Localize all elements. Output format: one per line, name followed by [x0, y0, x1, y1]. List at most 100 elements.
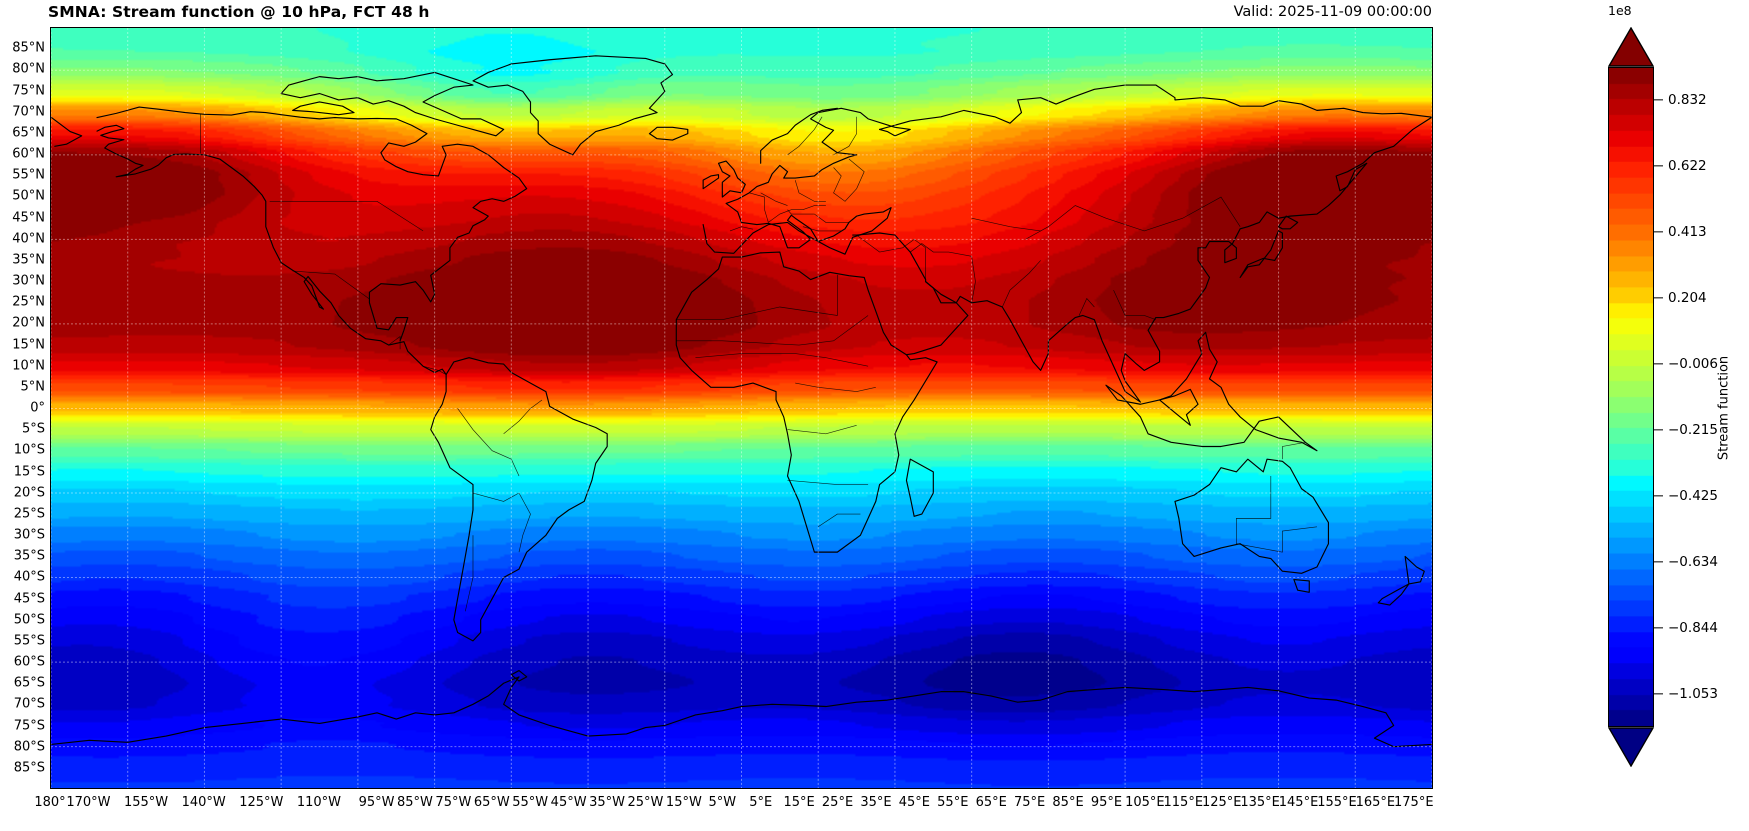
latitude-tick-label: 20°S: [13, 485, 45, 501]
latitude-tick-label: 25°N: [12, 294, 45, 310]
colorbar-tick-mark: [1654, 99, 1663, 101]
latitude-tick-label: 15°N: [12, 337, 45, 352]
colorbar-canvas: [1609, 68, 1653, 726]
field-canvas: [51, 28, 1432, 788]
longitude-tick-label: 125°E: [1201, 795, 1242, 810]
latitude-tick-label: 30°N: [12, 273, 45, 289]
latitude-tick-label: 65°N: [12, 125, 45, 141]
longitude-tick-label: 85°W: [397, 795, 433, 810]
stream-function-field: [51, 28, 1432, 788]
latitude-tick-label: 85°S: [13, 760, 45, 776]
latitude-tick-label: 35°N: [12, 252, 45, 268]
longitude-axis: 180° 170°W 155°W 140°W 125°W 110°W 95°W 85°W 75°…: [34, 793, 1434, 823]
latitude-tick-label: 60°N: [12, 146, 45, 162]
colorbar-tick-label: −0.006: [1668, 355, 1718, 372]
latitude-tick-label: 45°N: [12, 210, 45, 225]
latitude-tick-label: 55°N: [12, 167, 45, 183]
colorbar-ticks: 0.832 0.622 0.413 0.204 −0.006 −0.215 −0.425 −0…: [1654, 67, 1748, 727]
colorbar[interactable]: 1e8 0.832 0.622 0.413 0.204 −0.006 −0.215 −0.4…: [1608, 3, 1748, 789]
longitude-tick-label: 175°E: [1394, 795, 1434, 810]
longitude-tick-label: 35°W: [589, 795, 625, 810]
latitude-tick-label: 0°: [30, 400, 45, 416]
colorbar-tick-mark: [1654, 561, 1663, 563]
colorbar-tick-mark: [1654, 693, 1663, 695]
longitude-tick-label: 125°W: [239, 795, 284, 810]
latitude-axis: 85°N 80°N 75°N 70°N 65°N 60°N 55°N 50°N 45°N 40°N…: [0, 27, 48, 789]
colorbar-tick-label: −0.634: [1668, 553, 1718, 570]
longitude-tick-label: 15°W: [665, 795, 702, 810]
latitude-tick-label: 80°S: [13, 739, 45, 755]
longitude-tick-label: 5°W: [708, 795, 737, 810]
longitude-tick-label: 110°W: [296, 795, 341, 810]
colorbar-tick-label: −0.215: [1668, 421, 1718, 438]
latitude-tick-label: 5°S: [21, 421, 45, 437]
latitude-tick-label: 45°S: [13, 591, 45, 606]
latitude-tick-label: 55°S: [13, 633, 45, 649]
longitude-tick-label: 145°E: [1278, 795, 1319, 810]
longitude-tick-label: 45°E: [898, 795, 931, 810]
longitude-tick-label: 75°W: [435, 795, 472, 810]
colorbar-gradient: [1608, 67, 1654, 727]
latitude-tick-label: 15°S: [13, 464, 45, 479]
colorbar-tick-mark: [1654, 627, 1663, 629]
longitude-tick-label: 5°E: [749, 795, 773, 810]
longitude-tick-label: 140°W: [181, 795, 226, 810]
longitude-tick-label: 155°W: [123, 795, 169, 810]
longitude-tick-label: 35°E: [860, 795, 892, 810]
longitude-tick-label: 115°E: [1163, 795, 1204, 810]
longitude-tick-label: 155°E: [1317, 795, 1357, 810]
colorbar-tick-mark: [1654, 429, 1663, 431]
latitude-tick-label: 70°N: [12, 104, 45, 120]
latitude-tick-label: 40°N: [12, 231, 45, 247]
longitude-tick-label: 170°W: [66, 795, 111, 810]
page-title: SMNA: Stream function @ 10 hPa, FCT 48 h: [48, 3, 430, 21]
colorbar-tick-label: −0.425: [1668, 487, 1718, 504]
longitude-tick-label: 95°W: [358, 795, 395, 810]
colorbar-tick-mark: [1654, 165, 1663, 167]
colorbar-tick-label: 0.832: [1668, 91, 1707, 108]
latitude-tick-label: 10°S: [13, 442, 45, 458]
colorbar-tick-label: −0.844: [1668, 619, 1718, 636]
latitude-tick-label: 35°S: [13, 548, 45, 564]
latitude-tick-label: 25°S: [13, 506, 45, 522]
map-plot-area[interactable]: [50, 27, 1433, 789]
latitude-tick-label: 65°S: [13, 675, 45, 691]
longitude-tick-label: 55°E: [937, 795, 969, 810]
longitude-tick-label: 25°W: [627, 795, 664, 810]
latitude-tick-label: 5°N: [20, 379, 46, 395]
colorbar-tick-mark: [1654, 231, 1663, 233]
latitude-tick-label: 50°S: [13, 612, 45, 628]
latitude-tick-label: 20°N: [12, 315, 45, 331]
colorbar-tick-label: 0.204: [1668, 289, 1707, 306]
colorbar-multiplier: 1e8: [1608, 3, 1632, 18]
longitude-tick-label: 105°E: [1125, 795, 1165, 810]
longitude-tick-label: 165°E: [1355, 795, 1396, 810]
valid-time-label: Valid: 2025-11-09 00:00:00: [1233, 4, 1432, 20]
colorbar-axis-label: Stream function: [1716, 355, 1732, 461]
longitude-tick-label: 25°E: [821, 795, 854, 810]
longitude-tick-label: 65°E: [975, 795, 1007, 810]
colorbar-tick-label: −1.053: [1668, 685, 1718, 702]
latitude-tick-label: 60°S: [13, 654, 45, 670]
latitude-tick-label: 30°S: [13, 527, 45, 543]
latitude-tick-label: 80°N: [12, 61, 45, 77]
colorbar-tick-mark: [1654, 363, 1663, 365]
colorbar-tick-mark: [1654, 495, 1663, 497]
colorbar-extend-bottom-icon: [1608, 727, 1654, 767]
longitude-tick-label: 180°: [34, 795, 66, 810]
longitude-tick-label: 85°E: [1052, 795, 1084, 810]
colorbar-tick-label: 0.622: [1668, 158, 1707, 175]
longitude-tick-label: 15°E: [783, 795, 815, 810]
longitude-tick-label: 55°W: [512, 795, 549, 810]
latitude-tick-label: 75°S: [13, 718, 45, 733]
latitude-tick-label: 70°S: [13, 696, 45, 712]
colorbar-tick-label: 0.413: [1668, 223, 1707, 240]
latitude-tick-label: 10°N: [12, 358, 45, 374]
latitude-tick-label: 75°N: [12, 83, 45, 98]
latitude-tick-label: 50°N: [12, 188, 45, 204]
longitude-tick-label: 135°E: [1240, 795, 1280, 810]
latitude-tick-label: 40°S: [13, 569, 45, 585]
colorbar-extend-top-icon: [1608, 27, 1654, 67]
latitude-tick-label: 85°N: [12, 40, 45, 56]
longitude-tick-label: 65°W: [473, 795, 510, 810]
